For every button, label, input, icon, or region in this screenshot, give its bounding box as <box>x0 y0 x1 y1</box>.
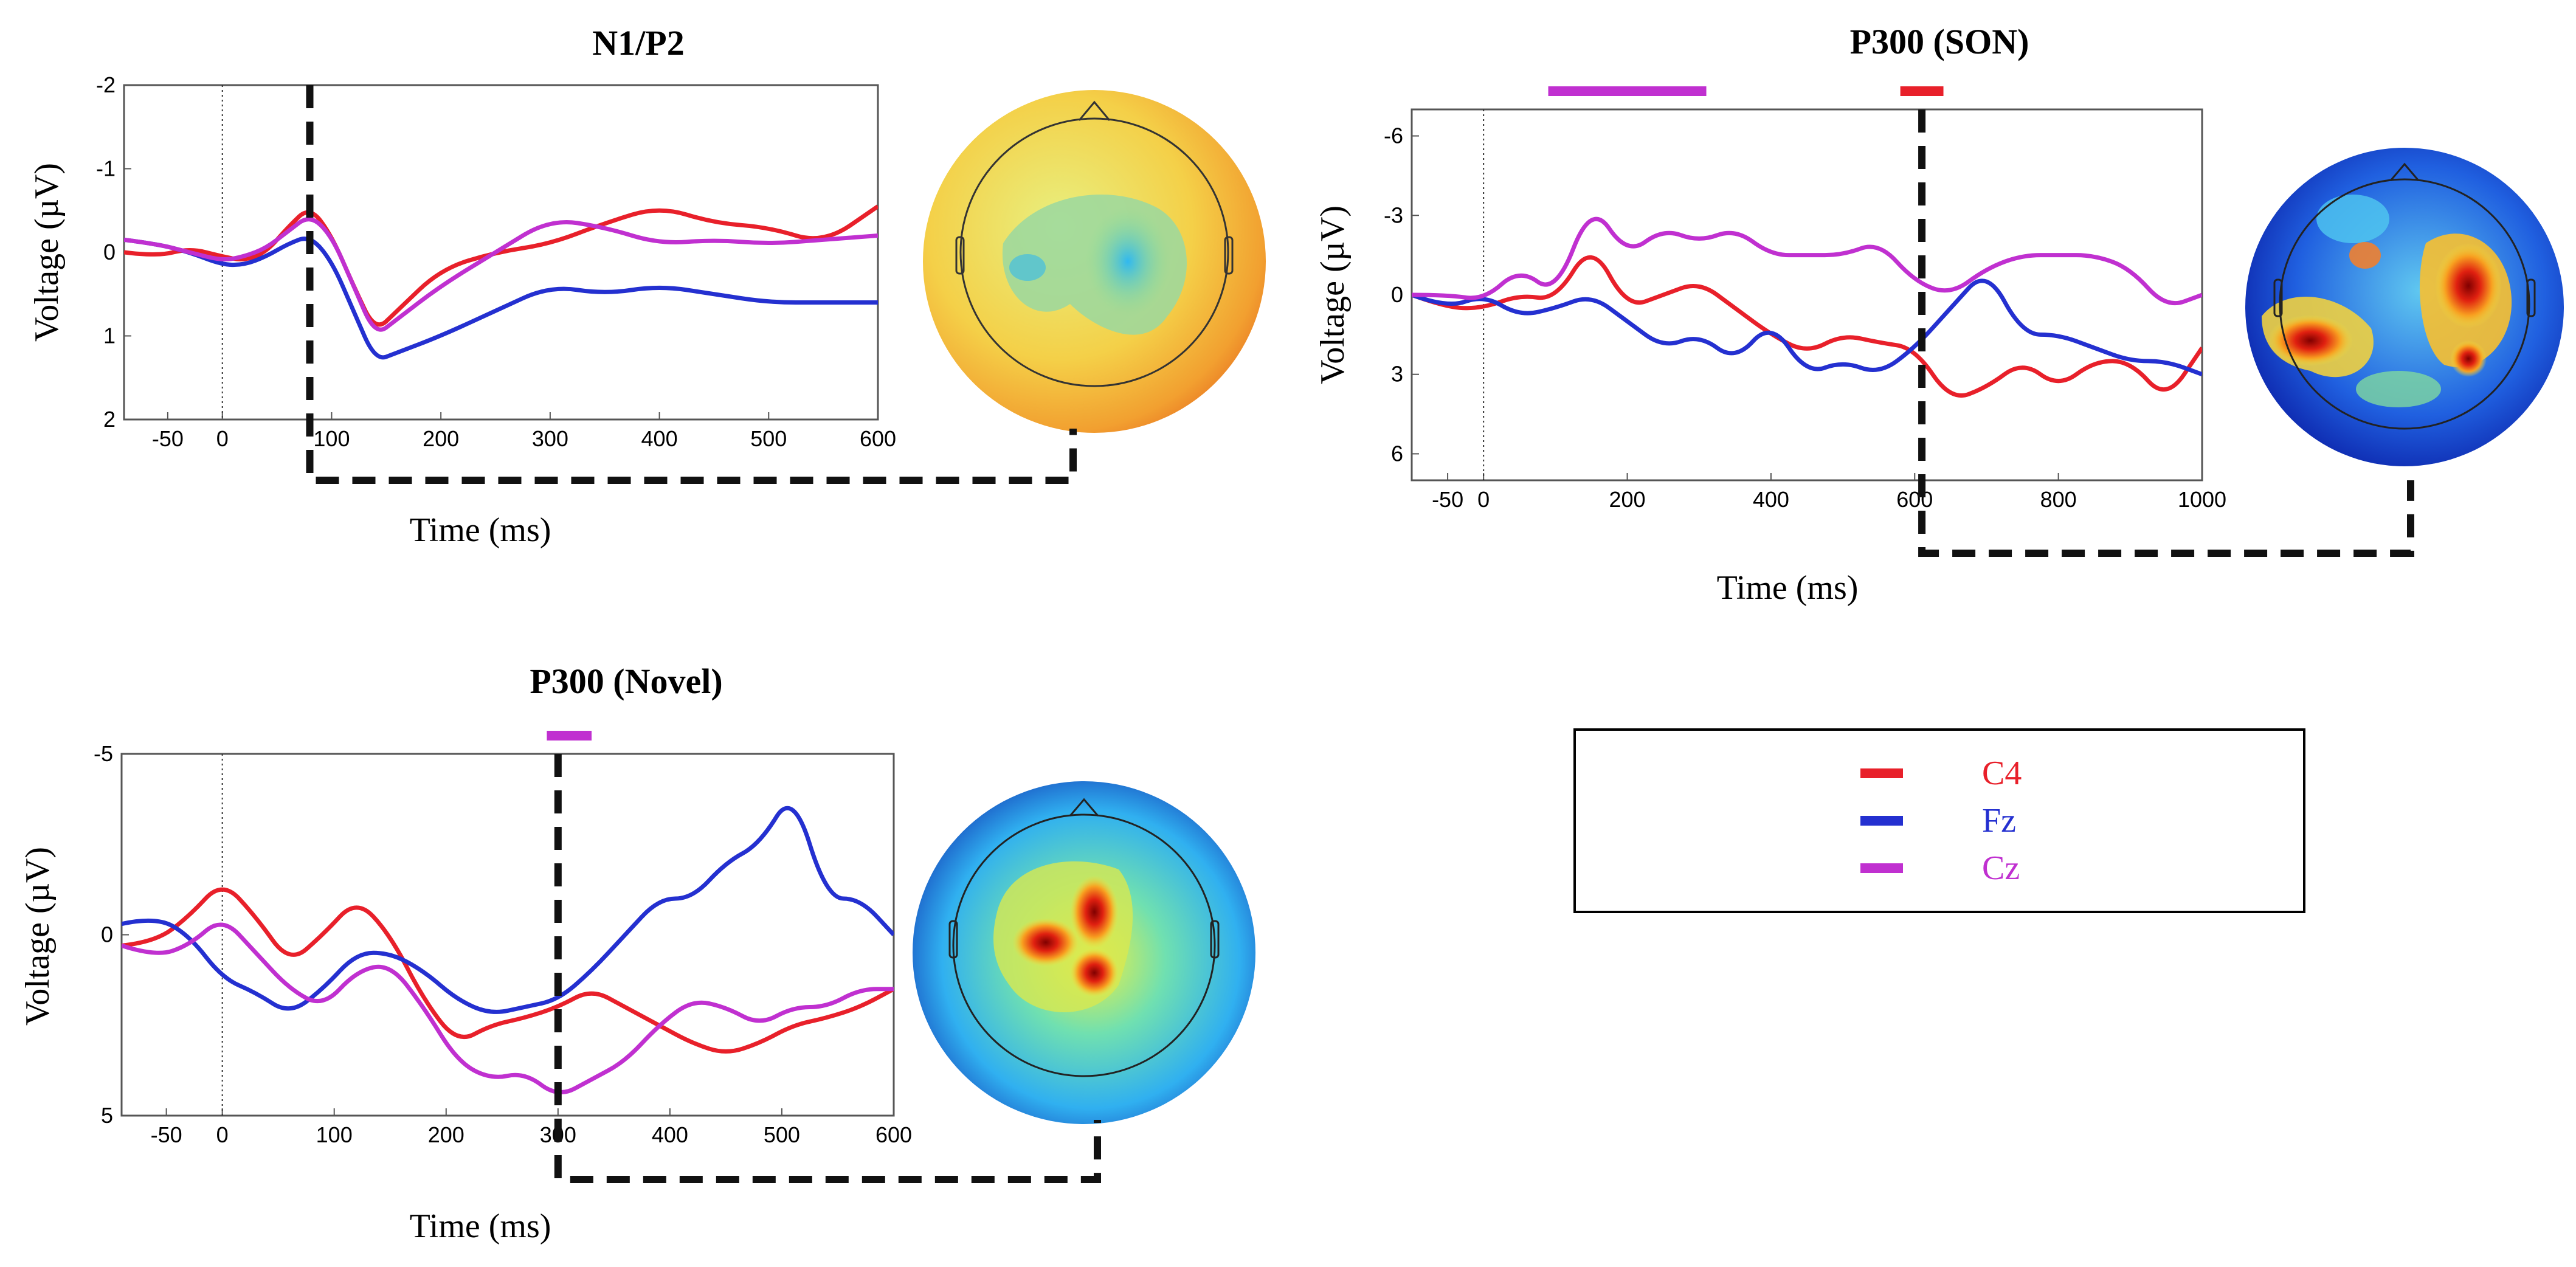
y-tick-label: 0 <box>1391 282 1403 307</box>
legend-swatch-fz <box>1860 816 1903 826</box>
topomap-n1p2 <box>923 90 1266 433</box>
x-tick-label: 100 <box>313 426 350 451</box>
series-line-cz <box>122 922 894 1095</box>
x-tick-label: 200 <box>423 426 459 451</box>
series-line-cz <box>1412 216 2202 306</box>
connector-novel <box>554 754 1101 1183</box>
chart-n1p2: N1/P2 -2 -1 0 1 2 -50 0 100 200 300 400 500 600 Vol… <box>28 23 1266 549</box>
legend-label-fz: Fz <box>1982 802 2016 840</box>
x-tick-label: -50 <box>152 426 184 451</box>
significance-bar-cz <box>1548 86 1707 96</box>
y-tick-label: 0 <box>103 240 116 264</box>
legend-swatch-c4 <box>1860 768 1903 778</box>
legend-label-c4: C4 <box>1982 754 2022 792</box>
chart-title: N1/P2 <box>592 23 684 63</box>
significance-bar-cz <box>547 731 592 741</box>
chart-p300-novel: P300 (Novel) -505 -50 0 100 200 300 400 500 600… <box>19 661 1255 1245</box>
series-line-fz <box>1412 278 2202 376</box>
x-tick-label: -50 <box>151 1122 182 1147</box>
legend-label-cz: Cz <box>1982 849 2020 887</box>
legend: C4 Fz Cz <box>1573 728 2305 913</box>
x-tick-label: 0 <box>216 1122 229 1147</box>
y-tick-label: 0 <box>101 922 113 947</box>
x-axis-label: Time (ms) <box>1717 569 1859 607</box>
x-tick-label: 1000 <box>2178 487 2226 512</box>
y-tick-label: -5 <box>94 741 113 766</box>
y-axis-label: Voltage (µV) <box>19 847 57 1026</box>
x-tick-label: 800 <box>2040 487 2077 512</box>
y-tick-label: -6 <box>1384 123 1403 148</box>
series-line-cz <box>124 217 878 332</box>
y-tick-label: 5 <box>101 1103 113 1128</box>
x-tick-label: 600 <box>1896 487 1933 512</box>
y-tick-label: 6 <box>1391 441 1403 466</box>
connector-n1p2 <box>306 85 1077 484</box>
x-tick-label: 500 <box>750 426 787 451</box>
y-tick-label: 3 <box>1391 362 1403 387</box>
x-tick-label: 200 <box>428 1122 464 1147</box>
y-tick-label: 2 <box>103 407 116 432</box>
x-axis-label: Time (ms) <box>410 511 551 549</box>
y-tick-label: -3 <box>1384 202 1403 227</box>
series-line-fz <box>122 806 894 1014</box>
x-tick-label: 200 <box>1609 487 1646 512</box>
series-line-c4 <box>122 887 894 1054</box>
significance-bar-c4 <box>1900 86 1944 96</box>
legend-box <box>1573 728 2305 913</box>
legend-swatch-cz <box>1860 863 1903 873</box>
x-tick-label: 400 <box>641 426 678 451</box>
y-axis-label: Voltage (µV) <box>1314 205 1352 384</box>
topomap-son <box>2245 148 2564 466</box>
x-tick-label: 0 <box>216 426 229 451</box>
y-tick-label: -1 <box>96 156 116 181</box>
x-tick-label: 400 <box>652 1122 688 1147</box>
x-tick-label: 0 <box>1477 487 1490 512</box>
x-tick-label: 600 <box>860 426 896 451</box>
topomap-novel <box>913 781 1255 1124</box>
x-tick-label: 500 <box>764 1122 800 1147</box>
series-line-fz <box>124 236 878 360</box>
series-line-c4 <box>1412 255 2202 398</box>
x-tick-label: 600 <box>875 1122 912 1147</box>
y-tick-label: -2 <box>96 72 116 97</box>
connectors <box>306 85 2414 1183</box>
y-axis-label: Voltage (µV) <box>28 163 66 342</box>
x-tick-label: -50 <box>1432 487 1463 512</box>
x-axis-label: Time (ms) <box>410 1207 551 1245</box>
connector-son <box>1918 109 2414 557</box>
x-tick-label: 100 <box>316 1122 353 1147</box>
x-tick-label: 300 <box>532 426 568 451</box>
chart-title: P300 (SON) <box>1850 22 2029 61</box>
x-tick-label: 400 <box>1753 487 1789 512</box>
chart-title: P300 (Novel) <box>530 661 722 701</box>
y-tick-label: 1 <box>103 323 116 348</box>
